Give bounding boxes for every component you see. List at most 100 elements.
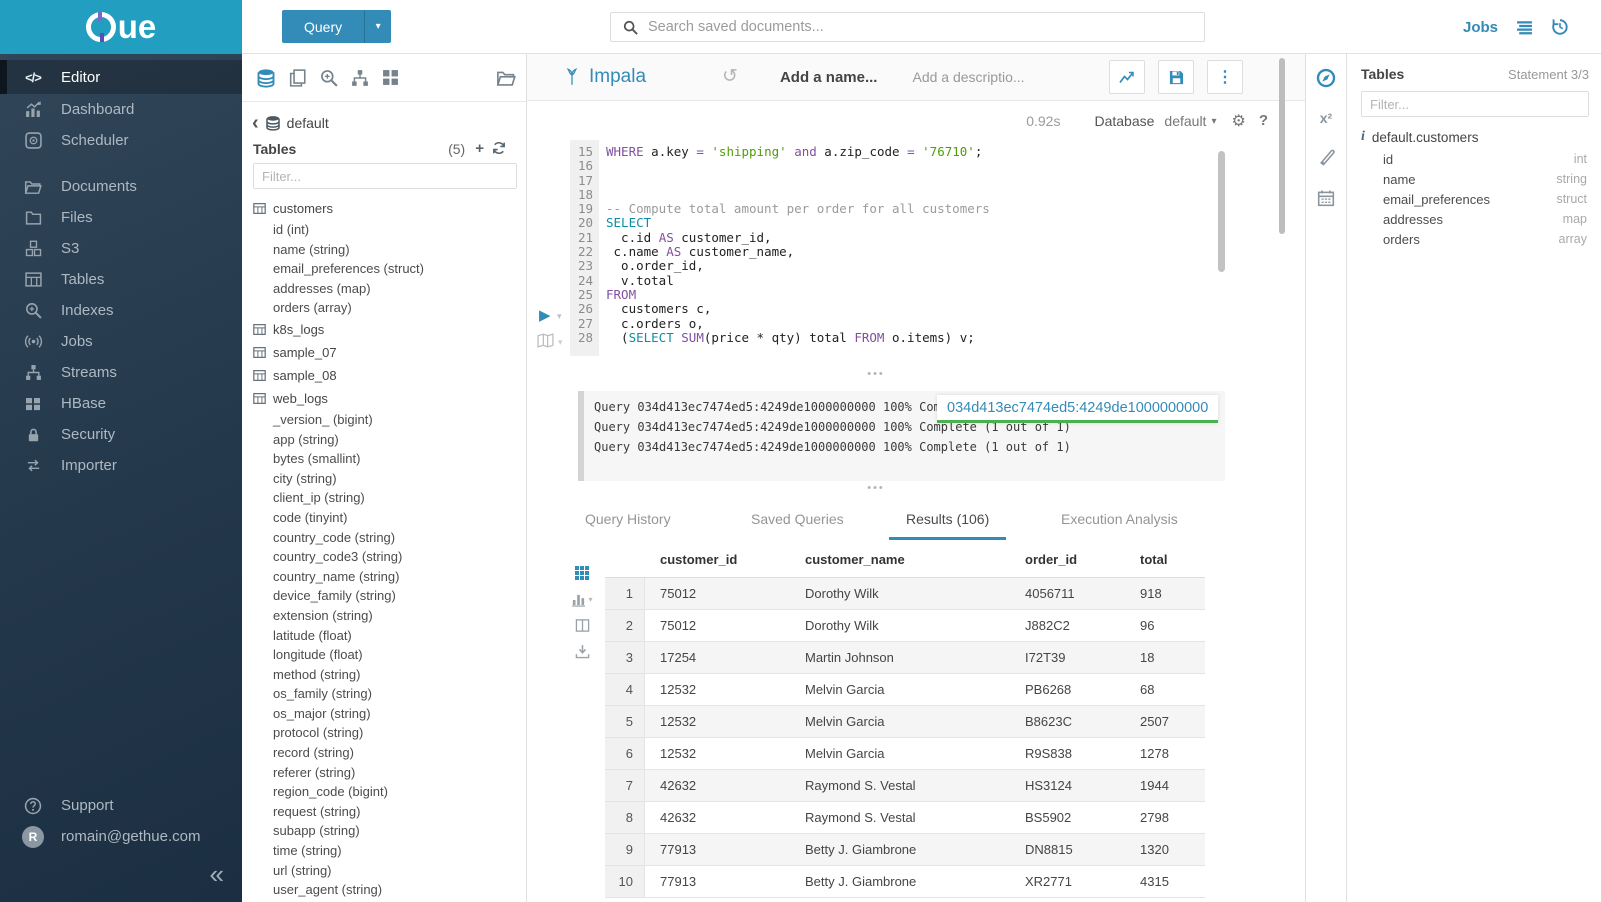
chart-button[interactable] bbox=[1109, 60, 1145, 94]
assist-column[interactable]: client_ip (string) bbox=[273, 490, 365, 506]
assist-column[interactable]: latitude (float) bbox=[273, 627, 352, 643]
assist-column[interactable]: email_preferences (struct) bbox=[273, 261, 424, 277]
log-resize-handle[interactable]: ••• bbox=[867, 368, 885, 380]
assist-column[interactable]: _version_ (bigint) bbox=[273, 411, 373, 427]
grid-view-icon[interactable] bbox=[574, 565, 590, 581]
database-name[interactable]: default bbox=[286, 115, 329, 131]
col-header-customer-name[interactable]: customer_name bbox=[805, 551, 905, 567]
result-row[interactable]: 1 75012 Dorothy Wilk 4056711 918 bbox=[605, 578, 1205, 610]
assist-column[interactable]: url (string) bbox=[273, 862, 332, 878]
database-select[interactable]: default bbox=[1164, 112, 1207, 129]
schedule-calendar-icon[interactable] bbox=[1317, 189, 1335, 207]
right-column-orders[interactable]: orders array bbox=[1383, 231, 1587, 247]
assist-column[interactable]: app (string) bbox=[273, 431, 339, 447]
assist-column[interactable]: country_code (string) bbox=[273, 529, 396, 545]
sidebar-item-documents[interactable]: Documents bbox=[0, 171, 242, 202]
result-row[interactable]: 6 12532 Melvin Garcia R9S838 1278 bbox=[605, 738, 1205, 770]
sidebar-item-importer[interactable]: Importer bbox=[0, 450, 242, 481]
col-header-order-id[interactable]: order_id bbox=[1025, 551, 1078, 567]
execute-play-button[interactable]: ▶ bbox=[539, 307, 551, 324]
job-id-badge[interactable]: 034d413ec7474ed5:4249de1000000000 bbox=[937, 395, 1219, 423]
more-actions-button[interactable]: ⋮ bbox=[1207, 60, 1243, 94]
assist-column[interactable]: method (string) bbox=[273, 666, 361, 682]
sidebar-item-scheduler[interactable]: Scheduler bbox=[0, 125, 242, 156]
chart-view-icon[interactable] bbox=[571, 592, 586, 607]
right-column-addresses[interactable]: addresses map bbox=[1383, 211, 1587, 227]
minimap-caret-icon[interactable]: ▾ bbox=[558, 337, 563, 347]
assist-column[interactable]: record (string) bbox=[273, 745, 354, 761]
query-dropdown-caret[interactable]: ▾ bbox=[364, 10, 391, 43]
documents-source-icon[interactable] bbox=[289, 68, 307, 87]
sidebar-item-dashboard[interactable]: Dashboard bbox=[0, 94, 242, 125]
apps-grid-icon[interactable] bbox=[382, 69, 399, 86]
assist-table-k8s-logs[interactable]: k8s_logs bbox=[242, 318, 526, 341]
assist-column[interactable]: longitude (float) bbox=[273, 647, 363, 663]
assist-table-sample-08[interactable]: sample_08 bbox=[242, 364, 526, 387]
add-table-icon[interactable]: + bbox=[475, 140, 484, 157]
sidebar-item-user[interactable]: R romain@gethue.com bbox=[0, 821, 242, 852]
tab-query-history[interactable]: Query History bbox=[585, 511, 671, 527]
assist-column[interactable]: device_family (string) bbox=[273, 588, 396, 604]
engine-selector[interactable]: Impala bbox=[563, 66, 646, 88]
assist-column[interactable]: country_code3 (string) bbox=[273, 549, 403, 565]
folder-open-icon[interactable] bbox=[496, 68, 516, 88]
language-reference-icon[interactable] bbox=[1317, 148, 1336, 167]
tab-saved-queries[interactable]: Saved Queries bbox=[751, 511, 844, 527]
sidebar-item-hbase[interactable]: HBase bbox=[0, 388, 242, 419]
right-column-name[interactable]: name string bbox=[1383, 171, 1587, 187]
result-row[interactable]: 9 77913 Betty J. Giambrone DN8815 1320 bbox=[605, 834, 1205, 866]
query-description-field[interactable]: Add a descriptio... bbox=[912, 69, 1025, 85]
assist-table-sample-07[interactable]: sample_07 bbox=[242, 341, 526, 364]
assist-column[interactable]: name (string) bbox=[273, 241, 350, 257]
jobs-link[interactable]: Jobs bbox=[1462, 18, 1498, 36]
active-table-row[interactable]: i default.customers bbox=[1361, 129, 1589, 145]
new-query-button[interactable]: Query ▾ bbox=[282, 10, 392, 43]
jobs-list-icon[interactable] bbox=[1516, 19, 1533, 36]
back-chevron-icon[interactable]: ‹ bbox=[252, 112, 259, 134]
assist-column[interactable]: os_major (string) bbox=[273, 705, 371, 721]
assist-column[interactable]: orders (array) bbox=[273, 300, 352, 316]
databases-source-icon[interactable] bbox=[256, 68, 276, 88]
download-icon[interactable] bbox=[575, 644, 590, 659]
main-scrollbar[interactable] bbox=[1279, 58, 1285, 234]
results-resize-handle[interactable]: ••• bbox=[867, 482, 885, 494]
col-header-total[interactable]: total bbox=[1140, 551, 1168, 567]
settings-gear-icon[interactable]: ⚙ bbox=[1231, 112, 1246, 130]
sidebar-item-indexes[interactable]: Indexes bbox=[0, 295, 242, 326]
execute-options-caret[interactable]: ▾ bbox=[557, 311, 562, 321]
save-button[interactable] bbox=[1158, 60, 1194, 94]
sitemap-source-icon[interactable] bbox=[351, 69, 369, 87]
chart-view-caret-icon[interactable]: ▾ bbox=[588, 595, 593, 604]
columns-view-icon[interactable] bbox=[575, 618, 590, 633]
functions-icon[interactable]: x² bbox=[1319, 110, 1333, 126]
database-caret-icon[interactable]: ▾ bbox=[1211, 116, 1217, 127]
result-row[interactable]: 5 12532 Melvin Garcia B8623C 2507 bbox=[605, 706, 1205, 738]
assist-column[interactable]: protocol (string) bbox=[273, 725, 364, 741]
collapse-sidebar-icon[interactable]: « bbox=[209, 859, 224, 889]
tables-filter-input[interactable] bbox=[253, 163, 517, 189]
assistant-compass-icon[interactable] bbox=[1316, 68, 1336, 88]
zoom-search-icon[interactable] bbox=[320, 69, 338, 87]
right-column-email-preferences[interactable]: email_preferences struct bbox=[1383, 191, 1587, 207]
tab-results-106-[interactable]: Results (106) bbox=[889, 511, 1007, 540]
assist-column[interactable]: request (string) bbox=[273, 803, 361, 819]
sidebar-item-editor[interactable]: </> Editor bbox=[0, 60, 242, 94]
sidebar-item-jobs[interactable]: Jobs bbox=[0, 326, 242, 357]
assist-column[interactable]: region_code (bigint) bbox=[273, 784, 388, 800]
hue-logo[interactable]: ue bbox=[85, 10, 156, 43]
result-row[interactable]: 2 75012 Dorothy Wilk J882C2 96 bbox=[605, 610, 1205, 642]
editor-scrollbar[interactable] bbox=[1218, 151, 1225, 272]
sidebar-item-streams[interactable]: Streams bbox=[0, 357, 242, 388]
query-history-icon[interactable] bbox=[1551, 18, 1569, 36]
sidebar-item-support[interactable]: Support bbox=[0, 790, 242, 821]
assist-column[interactable]: id (int) bbox=[273, 222, 310, 237]
sidebar-item-s3[interactable]: S3 bbox=[0, 233, 242, 264]
result-row[interactable]: 3 17254 Martin Johnson I72T39 18 bbox=[605, 642, 1205, 674]
result-row[interactable]: 10 77913 Betty J. Giambrone XR2771 4315 bbox=[605, 866, 1205, 898]
minimap-icon[interactable] bbox=[537, 332, 554, 349]
sidebar-item-security[interactable]: Security bbox=[0, 419, 242, 450]
result-row[interactable]: 7 42632 Raymond S. Vestal HS3124 1944 bbox=[605, 770, 1205, 802]
right-column-id[interactable]: id int bbox=[1383, 151, 1587, 167]
assist-column[interactable]: subapp (string) bbox=[273, 823, 360, 839]
right-filter-input[interactable] bbox=[1361, 91, 1589, 117]
